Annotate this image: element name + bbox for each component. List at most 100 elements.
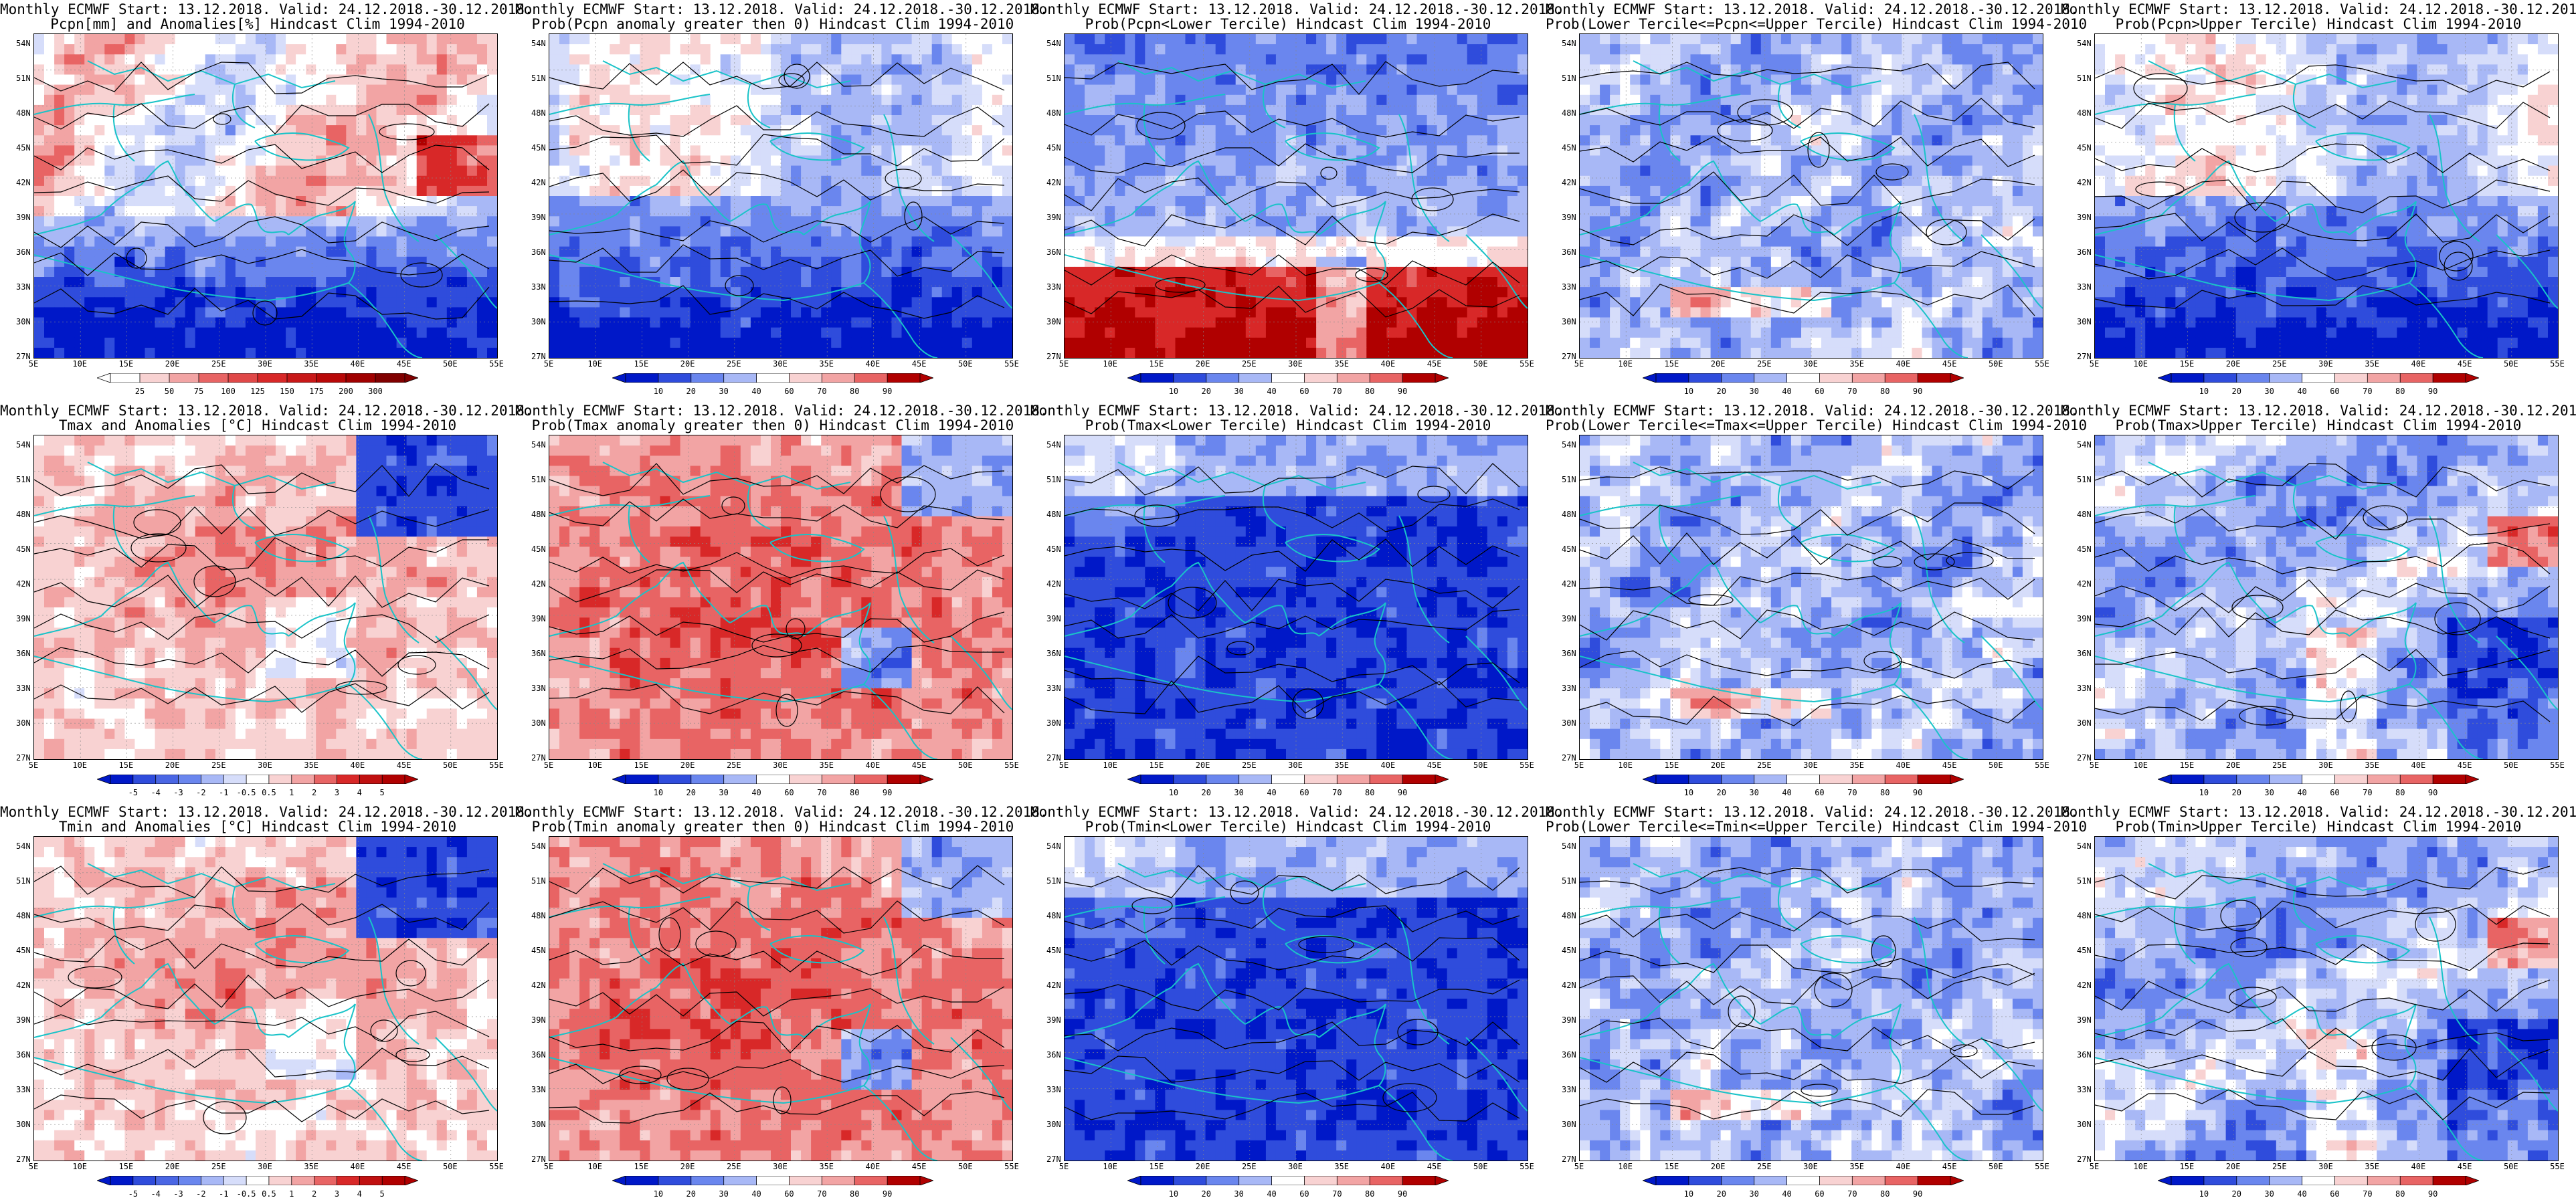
lon-label: 10E: [72, 1162, 87, 1171]
lon-label: 45E: [397, 761, 411, 770]
colorbar-tick: 20: [686, 1189, 696, 1199]
lat-label: 30N: [531, 718, 546, 728]
lon-label: 10E: [72, 761, 87, 770]
map-panel-tmax-lower: Monthly ECMWF Start: 13.12.2018. Valid: …: [1030, 401, 1564, 803]
colorbar-tick: 20: [1717, 788, 1726, 797]
lat-label: 39N: [16, 614, 31, 623]
lat-label: 36N: [2077, 247, 2092, 257]
lon-label: 10E: [587, 761, 602, 770]
lon-label: 25E: [1242, 359, 1257, 369]
coastlines: [34, 863, 497, 1161]
lon-label: 10E: [72, 359, 87, 369]
lon-label: 45E: [1427, 359, 1442, 369]
lon-label: 25E: [2272, 359, 2287, 369]
lat-label: 48N: [531, 108, 546, 118]
colorbar-tick: 70: [2363, 1189, 2372, 1199]
lat-label: 33N: [1562, 684, 1576, 693]
lon-label: 35E: [2365, 1162, 2379, 1171]
contours: [549, 463, 1005, 727]
lon-label: 10E: [1618, 1162, 1633, 1171]
lat-label: 48N: [531, 510, 546, 519]
lon-label: 20E: [680, 359, 695, 369]
lon-label: 35E: [1334, 761, 1349, 770]
lon-label: 35E: [1334, 1162, 1349, 1171]
colorbar-tick: 80: [850, 1189, 859, 1199]
coastlines: [1065, 863, 1528, 1161]
panel-title-line1: Monthly ECMWF Start: 13.12.2018. Valid: …: [2061, 1, 2576, 17]
lat-label: 30N: [2077, 1120, 2092, 1129]
lat-label: 42N: [531, 579, 546, 589]
lat-label: 30N: [531, 317, 546, 326]
map-frame: [1579, 435, 2043, 760]
lat-label: 45N: [1562, 143, 1576, 153]
panel-title-line2: Prob(Tmin anomaly greater then 0) Hindca…: [515, 819, 1030, 835]
lon-label: 20E: [680, 761, 695, 770]
lon-label: 40E: [351, 761, 365, 770]
lat-label: 51N: [16, 74, 31, 83]
lon-label: 20E: [1711, 359, 1726, 369]
lon-label: 20E: [2226, 1162, 2241, 1171]
map-canvas: [2095, 837, 2558, 1161]
lon-label: 25E: [1242, 1162, 1257, 1171]
lon-label: 35E: [1849, 359, 1864, 369]
lon-label: 35E: [2365, 761, 2379, 770]
lat-label: 42N: [2077, 579, 2092, 589]
colorbar-tick: 10: [1684, 387, 1693, 396]
lat-label: 36N: [16, 1050, 31, 1060]
panel-title-line1: Monthly ECMWF Start: 13.12.2018. Valid: …: [515, 804, 1048, 820]
lat-label: 42N: [1562, 579, 1576, 589]
colorbar-tick: 70: [817, 1189, 826, 1199]
lon-label: 25E: [1757, 359, 1772, 369]
colorbar-tick: 90: [1913, 788, 1922, 797]
lat-label: 33N: [2077, 1085, 2092, 1094]
lat-label: 54N: [2077, 440, 2092, 449]
graticule: [2095, 435, 2558, 759]
lat-label: 27N: [1046, 753, 1061, 763]
lat-label: 36N: [1046, 1050, 1061, 1060]
colorbar-tick: 80: [1365, 387, 1374, 396]
colorbar-tick: 80: [850, 387, 859, 396]
map-panel-tmin-lower: Monthly ECMWF Start: 13.12.2018. Valid: …: [1030, 803, 1564, 1204]
colorbar-tick: 40: [1782, 788, 1791, 797]
lon-label: 55E: [1004, 1162, 1019, 1171]
lat-label: 42N: [16, 981, 31, 990]
colorbar-tick: 10: [1684, 1189, 1693, 1199]
shaded-field: [1065, 34, 1528, 358]
lon-label: 40E: [866, 1162, 881, 1171]
colorbar: [2158, 1176, 2479, 1185]
lon-label: 35E: [304, 1162, 318, 1171]
graticule: [34, 34, 497, 358]
lat-label: 42N: [16, 178, 31, 187]
lat-label: 33N: [16, 1085, 31, 1094]
colorbar-tick: 60: [2330, 788, 2339, 797]
lon-label: 50E: [1989, 1162, 2003, 1171]
colorbar-tick: 10: [2199, 387, 2209, 396]
lon-label: 15E: [1665, 1162, 1679, 1171]
lat-label: 27N: [1562, 753, 1576, 763]
lat-label: 42N: [531, 981, 546, 990]
lon-label: 35E: [1849, 761, 1864, 770]
lat-label: 48N: [16, 510, 31, 519]
contours: [34, 62, 490, 326]
lon-label: 45E: [912, 1162, 927, 1171]
contours: [1580, 62, 2035, 316]
lon-label: 45E: [1427, 761, 1442, 770]
colorbar: [97, 1176, 418, 1185]
lat-label: 54N: [1562, 841, 1576, 851]
lon-label: 15E: [2180, 1162, 2195, 1171]
lon-label: 15E: [634, 1162, 649, 1171]
lon-label: 25E: [1757, 761, 1772, 770]
lon-label: 15E: [1665, 359, 1679, 369]
lon-label: 30E: [1288, 359, 1303, 369]
lon-label: 15E: [2180, 761, 2195, 770]
lon-label: 50E: [1473, 359, 1488, 369]
lon-label: 40E: [2411, 1162, 2426, 1171]
graticule: [1065, 837, 1528, 1161]
colorbar: [1127, 1176, 1449, 1185]
lon-label: 15E: [1665, 761, 1679, 770]
lat-label: 30N: [16, 317, 31, 326]
colorbar-tick: 0.5: [262, 1189, 276, 1199]
lon-label: 40E: [1381, 761, 1396, 770]
colorbar-tick: 80: [1880, 387, 1890, 396]
lon-label: 25E: [1757, 1162, 1772, 1171]
